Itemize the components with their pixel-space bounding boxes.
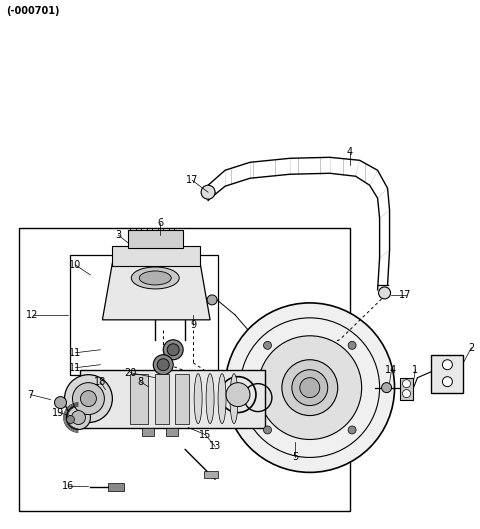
Circle shape [201, 185, 215, 199]
Circle shape [207, 295, 217, 305]
Circle shape [403, 380, 410, 388]
Text: 3: 3 [115, 230, 121, 240]
Text: 20: 20 [124, 368, 136, 378]
Ellipse shape [194, 373, 202, 424]
Text: 12: 12 [26, 310, 39, 320]
Circle shape [67, 406, 90, 430]
Text: 9: 9 [190, 320, 196, 330]
Text: 1: 1 [412, 364, 419, 375]
Polygon shape [102, 263, 210, 320]
Text: 7: 7 [27, 390, 34, 399]
Circle shape [72, 382, 104, 415]
Circle shape [64, 375, 112, 423]
Circle shape [443, 360, 452, 370]
Text: (-000701): (-000701) [6, 6, 59, 16]
Text: 10: 10 [69, 260, 82, 270]
Circle shape [67, 416, 74, 424]
Circle shape [163, 340, 183, 360]
Circle shape [382, 382, 392, 393]
Text: 17: 17 [399, 290, 412, 300]
Text: 8: 8 [137, 377, 144, 387]
Text: 6: 6 [157, 218, 163, 228]
Circle shape [264, 341, 272, 349]
Circle shape [157, 359, 169, 371]
Bar [19, 228, 350, 512]
Bar [142, 427, 154, 435]
Circle shape [292, 370, 328, 406]
Circle shape [167, 344, 179, 355]
Bar [128, 230, 183, 248]
Ellipse shape [132, 267, 179, 289]
Circle shape [348, 426, 356, 434]
Text: 2: 2 [468, 343, 474, 353]
Circle shape [226, 382, 250, 407]
Bar [204, 471, 218, 478]
Text: 11: 11 [69, 363, 82, 373]
Text: 5: 5 [292, 452, 298, 462]
Text: 13: 13 [209, 442, 221, 451]
Circle shape [153, 355, 173, 375]
Circle shape [55, 397, 67, 408]
Bar [71, 255, 218, 375]
Bar [130, 373, 148, 424]
Ellipse shape [206, 373, 214, 424]
Bar [112, 246, 200, 266]
Ellipse shape [230, 373, 238, 424]
Circle shape [379, 287, 391, 299]
Bar [166, 427, 178, 435]
Circle shape [282, 360, 338, 416]
Ellipse shape [218, 373, 226, 424]
Circle shape [403, 390, 410, 398]
Bar [155, 373, 169, 424]
Text: 11: 11 [69, 348, 82, 358]
Text: 19: 19 [52, 407, 65, 417]
Text: 15: 15 [199, 430, 211, 440]
Bar [399, 378, 413, 399]
Text: 17: 17 [186, 175, 198, 185]
Bar [175, 373, 189, 424]
Circle shape [348, 341, 356, 349]
Circle shape [258, 336, 361, 440]
Circle shape [72, 411, 85, 425]
Circle shape [443, 377, 452, 387]
Text: 16: 16 [62, 481, 74, 491]
Bar [432, 355, 463, 393]
Bar [81, 370, 265, 427]
Ellipse shape [139, 271, 171, 285]
Circle shape [225, 303, 395, 472]
Text: 14: 14 [385, 364, 398, 375]
Text: 18: 18 [94, 377, 107, 387]
Circle shape [81, 390, 96, 407]
Circle shape [264, 426, 272, 434]
Text: 4: 4 [347, 147, 353, 157]
Bar [108, 484, 124, 491]
Circle shape [300, 378, 320, 398]
